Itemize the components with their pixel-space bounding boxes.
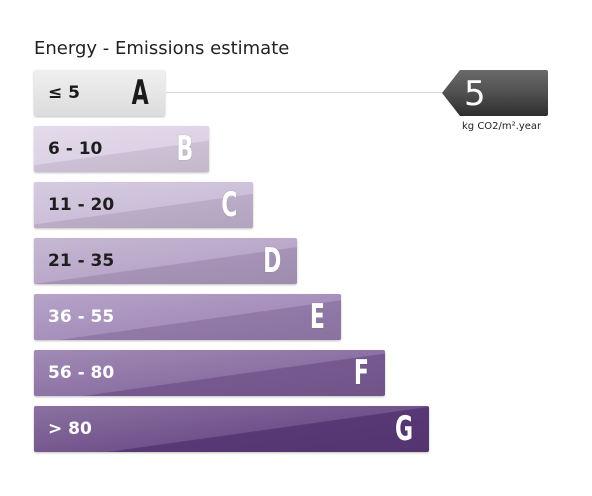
unit-label: kg CO2/m².year — [462, 121, 542, 132]
band-sheen — [34, 182, 253, 228]
indicator-arrow-shape — [442, 70, 548, 116]
band-letter: F — [353, 353, 369, 393]
band-range-label: 36 - 55 — [48, 307, 115, 327]
indicator-line — [166, 92, 444, 93]
rating-band-c: 11 - 20 C — [34, 182, 253, 228]
band-letter: E — [309, 297, 325, 337]
band-range-label: 56 - 80 — [48, 363, 115, 383]
band-letter: D — [262, 241, 281, 281]
current-value-indicator: 5 — [442, 70, 548, 116]
band-sheen — [34, 238, 297, 284]
rating-band-e: 36 - 55 E — [34, 294, 341, 340]
band-sheen — [34, 350, 385, 396]
band-letter: G — [394, 409, 413, 449]
band-range-label: 11 - 20 — [48, 195, 115, 215]
band-range-label: ≤ 5 — [48, 83, 80, 103]
band-range-label: > 80 — [48, 419, 92, 439]
band-letter: B — [176, 129, 193, 169]
band-sheen — [34, 406, 429, 452]
rating-band-b: 6 - 10 B — [34, 126, 209, 172]
band-letter: C — [220, 185, 237, 225]
rating-band-a: ≤ 5 A — [34, 70, 165, 116]
band-letter: A — [131, 73, 149, 113]
band-sheen — [34, 294, 341, 340]
band-range-label: 21 - 35 — [48, 251, 115, 271]
current-value: 5 — [464, 74, 486, 114]
rating-band-g: > 80 G — [34, 406, 429, 452]
band-range-label: 6 - 10 — [48, 139, 103, 159]
chart-title: Energy - Emissions estimate — [34, 38, 290, 59]
rating-band-f: 56 - 80 F — [34, 350, 385, 396]
rating-band-d: 21 - 35 D — [34, 238, 297, 284]
band-sheen — [34, 126, 209, 172]
